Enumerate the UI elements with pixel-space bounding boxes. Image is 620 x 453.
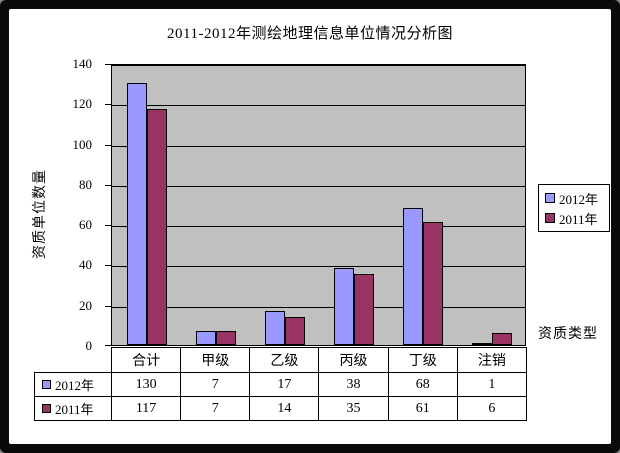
bar-2011年-乙级 xyxy=(285,317,305,345)
table-key-cell-2011年: 2011年 xyxy=(34,396,112,421)
chart-title: 2011-2012年测绘地理信息单位情况分析图 xyxy=(167,26,453,42)
y-tick-40 xyxy=(105,265,111,266)
bar-2011年-丙级 xyxy=(354,274,374,345)
y-tick-label-80: 80 xyxy=(79,177,92,192)
table-value-2012年-甲级: 7 xyxy=(180,372,251,397)
table-value-2012年-注销: 1 xyxy=(456,372,527,397)
table-value-2012年-乙级: 17 xyxy=(249,372,320,397)
table-category-甲级: 甲级 xyxy=(180,347,251,373)
table-key-label-2011年: 2011年 xyxy=(55,402,94,417)
bar-2011年-丁级 xyxy=(423,222,443,345)
table-value-2011年-注销: 6 xyxy=(456,396,527,421)
y-tick-120 xyxy=(105,104,111,105)
legend-label-2011年: 2011年 xyxy=(559,211,598,227)
y-tick-label-100: 100 xyxy=(72,137,93,152)
gridline-80 xyxy=(112,186,525,187)
y-tick-20 xyxy=(105,306,111,307)
bar-2011年-甲级 xyxy=(216,331,236,345)
bar-2012年-合计 xyxy=(127,83,147,345)
bar-2012年-注销 xyxy=(472,343,492,345)
table-key-cell-2012年: 2012年 xyxy=(34,372,112,397)
table-category-注销: 注销 xyxy=(456,347,527,373)
y-tick-60 xyxy=(105,225,111,226)
gridline-120 xyxy=(112,105,525,106)
table-corner-cell xyxy=(35,348,112,373)
y-tick-140 xyxy=(105,64,111,65)
table-value-2012年-丙级: 38 xyxy=(318,372,389,397)
legend-swatch-2011年 xyxy=(545,213,555,223)
x-axis-title: 资质类型 xyxy=(538,327,598,342)
table-value-2011年-乙级: 14 xyxy=(249,396,320,421)
table-category-合计: 合计 xyxy=(110,347,182,373)
y-tick-label-40: 40 xyxy=(79,257,92,272)
legend-item-2011年: 2011年 xyxy=(545,208,609,228)
bars-layer xyxy=(112,65,525,345)
bar-2012年-丙级 xyxy=(334,268,354,345)
table-category-丙级: 丙级 xyxy=(318,347,389,373)
bar-2012年-甲级 xyxy=(196,331,216,345)
table-value-2012年-丁级: 68 xyxy=(387,372,458,397)
table-value-2011年-合计: 117 xyxy=(110,396,182,421)
table-key-swatch-2011年 xyxy=(42,404,51,413)
y-tick-label-120: 120 xyxy=(72,96,93,111)
data-table: 合计 甲级 乙级 丙级 丁级 注销 2012年 130 7 17 38 68 1 2011年 117 7 14 3… xyxy=(34,347,527,421)
table-key-label-2012年: 2012年 xyxy=(55,378,95,393)
table-key-swatch-2012年 xyxy=(42,380,51,389)
chart-canvas: 2011-2012年测绘地理信息单位情况分析图 资质单位数量 资质类型 0 20 4… xyxy=(9,9,611,444)
bar-2011年-注销 xyxy=(492,333,512,345)
legend-item-2012年: 2012年 xyxy=(545,188,609,208)
legend-swatch-2012年 xyxy=(545,193,555,203)
table-category-row: 合计 甲级 乙级 丙级 丁级 注销 xyxy=(35,347,527,373)
gridline-60 xyxy=(112,226,525,227)
gridline-140 xyxy=(112,65,525,66)
bar-2012年-乙级 xyxy=(265,311,285,345)
gridline-100 xyxy=(112,146,525,147)
gridline-20 xyxy=(112,307,525,308)
table-category-丁级: 丁级 xyxy=(387,347,458,373)
y-axis: 0 20 40 60 80 100 120 140 xyxy=(9,9,611,444)
bar-2012年-丁级 xyxy=(403,208,423,345)
y-tick-label-0: 0 xyxy=(85,338,93,353)
bar-2011年-合计 xyxy=(147,109,167,345)
table-row-2011年: 2011年 117 7 14 35 61 6 xyxy=(34,396,527,421)
table-value-2011年-甲级: 7 xyxy=(180,396,251,421)
legend: 2012年 2011年 xyxy=(538,184,610,232)
y-tick-label-20: 20 xyxy=(79,298,92,313)
gridlines-layer xyxy=(112,65,525,345)
plot-area xyxy=(111,64,526,346)
y-tick-label-140: 140 xyxy=(72,56,93,71)
table-key-2012年: 2012年 xyxy=(36,375,111,394)
table-key-2011年: 2011年 xyxy=(36,399,111,418)
y-tick-label-60: 60 xyxy=(79,217,92,232)
legend-label-2012年: 2012年 xyxy=(559,191,599,207)
y-tick-80 xyxy=(105,185,111,186)
table-value-2012年-合计: 130 xyxy=(110,372,182,397)
table-value-2011年-丁级: 61 xyxy=(387,396,458,421)
y-tick-100 xyxy=(105,145,111,146)
table-category-乙级: 乙级 xyxy=(249,347,320,373)
y-tick-0 xyxy=(105,345,111,346)
table-row-2012年: 2012年 130 7 17 38 68 1 xyxy=(34,372,527,397)
gridline-40 xyxy=(112,266,525,267)
table-value-2011年-丙级: 35 xyxy=(318,396,389,421)
